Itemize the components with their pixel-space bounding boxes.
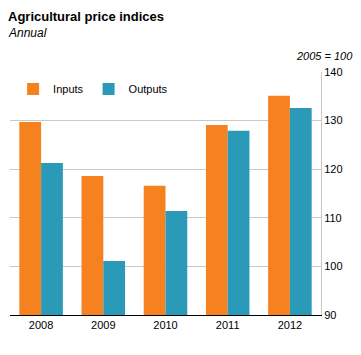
svg-text:Inputs: Inputs [53, 83, 83, 95]
svg-text:2010: 2010 [153, 319, 177, 331]
svg-text:Agricultural price indices: Agricultural price indices [8, 9, 164, 24]
svg-text:2011: 2011 [216, 319, 240, 331]
svg-text:140: 140 [324, 66, 342, 78]
svg-text:2009: 2009 [91, 319, 115, 331]
svg-text:2008: 2008 [29, 319, 53, 331]
svg-text:2005 = 100: 2005 = 100 [296, 50, 353, 62]
svg-text:Annual: Annual [8, 26, 47, 40]
svg-text:100: 100 [324, 260, 342, 272]
svg-text:2012: 2012 [278, 319, 302, 331]
svg-text:130: 130 [324, 114, 342, 126]
svg-text:120: 120 [324, 163, 342, 175]
svg-text:110: 110 [324, 212, 342, 224]
svg-text:90: 90 [324, 309, 336, 321]
svg-text:Outputs: Outputs [129, 83, 168, 95]
